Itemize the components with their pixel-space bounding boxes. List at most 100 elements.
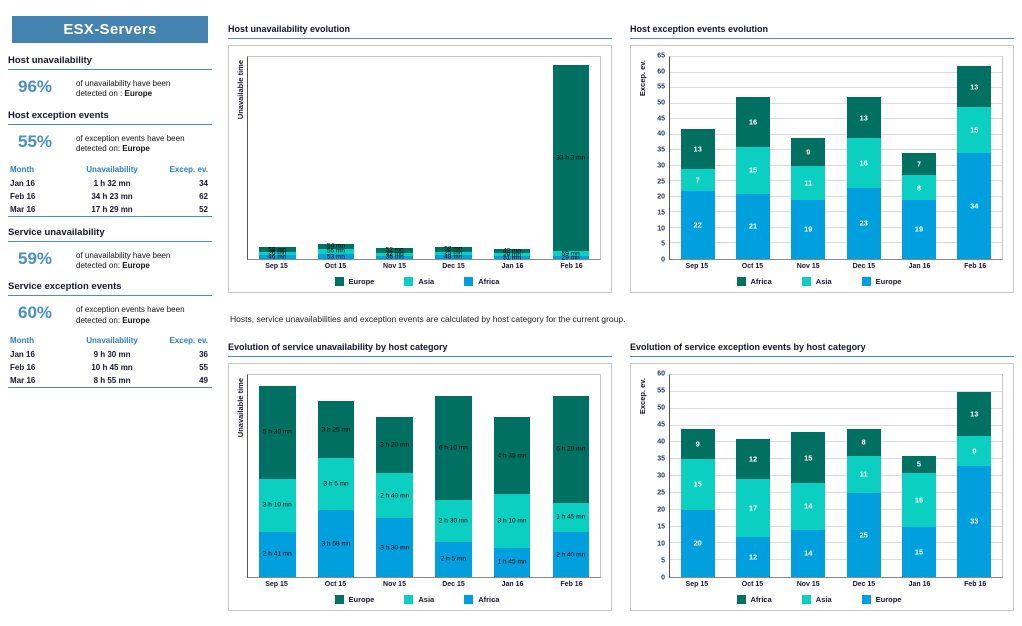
gridline	[670, 542, 1002, 544]
bar-segment-europe: 42 mn	[493, 248, 531, 255]
bar-slot: 3 h 58 mn 3 h 5 mn 3 h 25 mn	[307, 375, 366, 577]
bar-value-label: 16	[748, 117, 758, 127]
cell-month: Feb 16	[10, 191, 36, 201]
bar-segment-africa: 2 h 41 mn	[259, 531, 296, 577]
bar-segment-asia: 9	[957, 435, 992, 466]
stat-service-exception-events: 60% of exception events have been detect…	[8, 303, 212, 326]
stat-description: of exception events have been detected o…	[76, 132, 188, 155]
bar-value-label: 33	[970, 516, 979, 526]
y-tick-labels: 0 5 10 15 20 25 30 35 40 45 50 55 60	[649, 371, 669, 582]
bar-segment-asia: 15	[680, 459, 715, 510]
y-tick-label: 15	[657, 523, 665, 531]
gridline	[670, 56, 1002, 57]
y-axis-title: Unavailable time	[233, 374, 247, 578]
gridline	[670, 118, 1002, 120]
x-axis-labels: Sep 15 Oct 15 Nov 15 Dec 15 Jan 16 Feb 16	[635, 263, 1003, 270]
bar-value-label: 2 h 41 mn	[262, 550, 292, 558]
bars: 22 7 13 21 15 16 19 11 9 23 16 13 19 8 7 34 15 13	[670, 57, 1002, 259]
bar-slot: 15 16 5	[891, 375, 946, 577]
bar-jan-16: 15 16 5	[901, 455, 937, 577]
africa-swatch	[464, 595, 474, 604]
cell-excep-ev: 52	[199, 204, 208, 214]
y-tick-label: 45	[657, 115, 665, 123]
stat-percent: 59%	[18, 248, 53, 268]
bar-slot: 34 15 13	[947, 57, 1002, 259]
stat-highlight: Europe	[124, 89, 153, 99]
bar-value-label: 54 mn	[326, 242, 346, 250]
gridline	[670, 133, 1002, 135]
legend-label: Asia	[815, 277, 832, 286]
cell-unavailability: 10 h 45 mn	[91, 363, 133, 373]
bar-segment-africa: 12	[735, 439, 771, 480]
cell-excep-ev: 62	[199, 191, 208, 201]
table-header-row: Month Unavailability Excep. ev.	[8, 334, 212, 348]
stat-text: of unavailability have been detected on …	[76, 79, 171, 99]
y-axis-title-text: Unavailable time	[235, 60, 245, 120]
gridline	[670, 87, 1002, 89]
x-tick-label: Oct 15	[324, 581, 347, 588]
x-tick-label: Oct 15	[324, 263, 347, 270]
bar-slot: 20 15 9	[670, 375, 725, 577]
asia-swatch	[404, 277, 414, 286]
gridline	[670, 491, 1002, 493]
bar-slot: 48 mn 25 mn 58 mn	[424, 57, 483, 260]
bar-segment-europe: 6 h 10 mn	[435, 396, 472, 500]
y-tick-label: 50	[657, 99, 665, 107]
stat-service-unavailability: 59% of unavailability have been detected…	[8, 249, 212, 272]
gridline	[670, 559, 1002, 561]
bar-jan-16: 1 h 45 mn 3 h 10 mn 4 h 35 mn	[493, 417, 531, 577]
cell-unavailability: 17 h 29 mn	[91, 204, 133, 214]
asia-swatch	[801, 595, 811, 604]
bar-value-label: 12	[748, 552, 758, 562]
bar-value-label: 7	[695, 175, 700, 185]
bar-segment-africa: 36 mn	[376, 254, 413, 261]
x-tick-label: Oct 15	[741, 581, 764, 588]
legend-item-europe: Europe	[334, 595, 374, 604]
gridline	[670, 164, 1002, 166]
cell-excep-ev: 49	[199, 376, 208, 386]
legend-label: Africa	[750, 277, 772, 286]
bar-value-label: 12	[748, 454, 758, 464]
y-tick-label: 40	[657, 438, 665, 446]
bar-value-label: 9	[972, 446, 977, 456]
service-monthly-table: Month Unavailability Excep. ev. Jan 16 9…	[8, 334, 212, 389]
x-tick-label: Jan 16	[908, 263, 931, 270]
bar-dec-15: 23 16 13	[846, 97, 881, 259]
y-tick-label: 35	[657, 455, 665, 463]
x-tick-label: Sep 15	[685, 581, 709, 588]
bar-segment-europe: 33	[957, 465, 992, 577]
cell-unavailability: 9 h 30 mn	[93, 350, 131, 360]
section-heading-service-unavailability: Service unavailability	[8, 227, 212, 242]
cell-excep-ev: 36	[199, 350, 208, 360]
y-tick-label: 35	[657, 146, 665, 154]
y-tick-label: 15	[657, 209, 665, 217]
bar-slot: 2 h 41 mn 3 h 10 mn 5 h 30 mn	[248, 375, 307, 577]
gridline	[670, 458, 1002, 460]
table-row: Jan 16 1 h 32 mn 34	[8, 177, 212, 190]
col-excep-ev: Excep. ev.	[169, 164, 208, 174]
bar-value-label: 15	[914, 547, 924, 557]
y-axis-title: Excep. ev.	[635, 374, 649, 578]
y-tick-label: 10	[657, 540, 665, 548]
bar-segment-asia: 25 mn	[435, 250, 472, 257]
europe-swatch	[334, 277, 344, 286]
gridline	[670, 525, 1002, 527]
bar-value-label: 8	[861, 437, 866, 447]
bar-segment-africa: 1 h 45 mn	[493, 547, 531, 577]
legend-item-africa: Africa	[464, 595, 499, 604]
table-row: Mar 16 17 h 29 mn 52	[8, 203, 212, 217]
col-unavailability: Unavailability	[86, 336, 138, 346]
bar-value-label: 15	[748, 165, 758, 175]
bar-value-label: 3 h 30 mn	[380, 544, 410, 552]
gridline	[670, 149, 1002, 151]
bar-slot: 33 9 13	[947, 375, 1002, 577]
x-tick-label: Jan 16	[501, 581, 524, 588]
x-axis-labels: Sep 15 Oct 15 Nov 15 Dec 15 Jan 16 Feb 16	[635, 581, 1003, 588]
bar-value-label: 13	[859, 113, 868, 123]
bar-segment-asia: 17	[735, 479, 771, 537]
col-month: Month	[10, 164, 34, 174]
x-tick-label: Nov 15	[796, 263, 820, 270]
chart-title: Evolution of service unavailability by h…	[228, 342, 612, 357]
bar-feb-16: 2 h 40 mn 1 h 45 mn 6 h 20 mn	[552, 396, 589, 577]
legend-item-africa: Africa	[464, 277, 499, 286]
